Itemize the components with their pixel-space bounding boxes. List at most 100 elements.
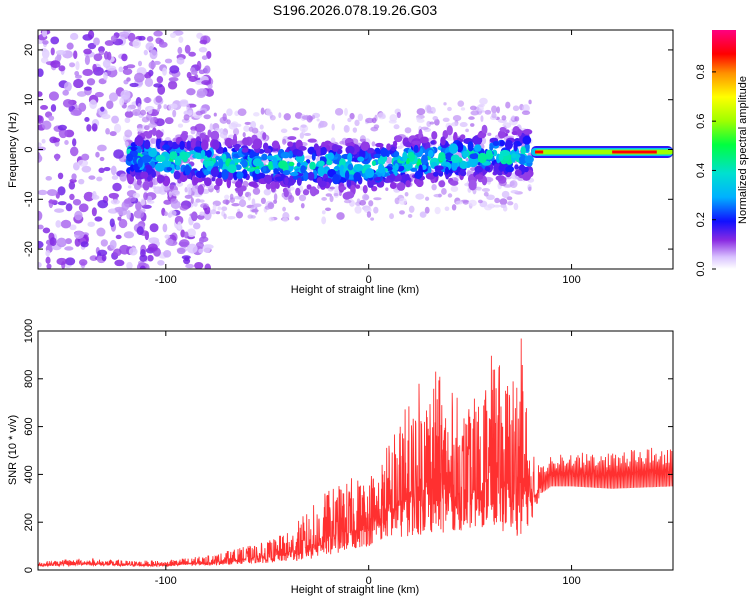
spectrogram-cell — [147, 200, 155, 204]
spectrogram-cell — [484, 109, 492, 115]
spectrogram-cell — [509, 181, 515, 186]
spectrogram-cell — [190, 197, 194, 204]
spectrogram-cell — [55, 220, 62, 228]
spectrogram-cell — [121, 53, 128, 62]
spectrogram-cell — [143, 192, 148, 201]
spectrogram-cell — [192, 222, 201, 230]
spectrogram-cell — [447, 193, 453, 198]
spectrogram-cell — [164, 117, 174, 125]
spectrogram-cell — [303, 171, 309, 180]
spectrogram-cell — [510, 189, 519, 194]
spectrogram-cell — [467, 141, 474, 152]
spectrogram-cell — [278, 160, 288, 169]
spectrogram-cell — [50, 60, 61, 69]
spectrogram-cell — [235, 211, 244, 219]
spectrogram-cell — [156, 108, 160, 112]
spectrogram-cell — [152, 185, 156, 190]
spectrogram-cell — [124, 110, 134, 118]
spectrogram-cell — [280, 128, 288, 134]
spectrogram-cell — [402, 151, 408, 163]
spectrogram-cell — [359, 138, 366, 142]
spectrogram-cell — [72, 138, 77, 147]
spectrogram-cell — [320, 146, 327, 156]
spectrogram-cell — [284, 177, 289, 186]
spectrogram-cell — [313, 143, 319, 151]
spectrogram-cell — [296, 150, 304, 157]
spectrogram-cell — [480, 115, 484, 122]
spectrogram-cell — [169, 32, 177, 39]
spectrogram-cell — [198, 248, 204, 254]
spectrogram-cell — [354, 205, 362, 214]
spectrogram-cell — [254, 168, 261, 175]
spectrogram-cell — [48, 115, 55, 121]
spectrogram-cell — [78, 102, 87, 112]
spectrogram-cell — [370, 126, 379, 132]
spectrogram-cell — [38, 189, 48, 196]
spectrogram-cell — [183, 231, 189, 239]
spectrogram-cell — [141, 154, 152, 163]
spectrogram-cell — [213, 112, 217, 117]
spectrogram-heatmap — [38, 30, 673, 269]
spectrogram-cell — [469, 153, 479, 160]
spectrogram-cell — [330, 137, 336, 144]
spectrogram-cell — [282, 138, 287, 145]
spectrogram-cell — [164, 234, 171, 239]
spectrogram-cell — [167, 80, 178, 90]
spectrogram-cell — [38, 142, 42, 147]
spectrogram-cell — [87, 221, 96, 227]
spectrogram-cell — [468, 116, 475, 120]
spectrogram-cell — [97, 199, 109, 209]
spectrogram-cell — [136, 127, 144, 133]
spectrogram-cell — [493, 204, 501, 208]
spectrogram-cell — [91, 207, 97, 217]
spectrogram-cell — [89, 255, 98, 262]
spectrogram-cell — [137, 60, 143, 67]
spectrogram-cell — [355, 184, 361, 189]
spectrogram-cell — [265, 174, 272, 185]
spectrogram-cell — [140, 171, 149, 179]
spectrogram-cell — [38, 115, 44, 124]
spectrogram-cell — [444, 166, 450, 175]
spectrogram-cell — [219, 127, 224, 135]
spectrogram-cell — [301, 128, 306, 134]
spectrogram-cell — [388, 119, 397, 124]
spectrogram-cell — [502, 205, 508, 212]
spectrogram-cell — [231, 203, 240, 207]
spectrogram-cell — [317, 180, 327, 188]
spectrogram-cell — [70, 109, 82, 116]
spectrogram-cell — [172, 109, 177, 118]
spectrogram-cell — [354, 119, 360, 127]
y-tick-label: 1000 — [23, 319, 35, 343]
spectrogram-cell — [273, 168, 279, 175]
spectrogram-cell — [147, 107, 153, 115]
spectrogram-cell — [522, 128, 533, 135]
spectrogram-cell — [95, 151, 100, 158]
spectrogram-cell — [109, 218, 115, 228]
spectrogram-cell — [389, 213, 394, 220]
colorbar-label: Normalized spectral amplitude — [737, 76, 749, 224]
spectrogram-cell — [163, 249, 172, 258]
spectrogram-cell — [396, 182, 406, 191]
x-tick-label: -100 — [155, 274, 177, 286]
spectrogram-cell — [234, 143, 240, 152]
spectrogram-cell — [288, 161, 295, 167]
spectrogram-cell — [499, 140, 505, 147]
spectrogram-cell — [42, 227, 51, 234]
spectrogram-cell — [179, 100, 189, 107]
tone-peak — [612, 150, 657, 154]
spectrogram-cell — [130, 146, 137, 152]
spectrogram-cell — [142, 180, 150, 191]
spectrogram-cell — [352, 127, 358, 133]
spectrogram-cell — [371, 160, 376, 167]
spectrogram-cell — [329, 195, 334, 203]
spectrogram-cell — [148, 180, 154, 188]
spectrogram-cell — [176, 247, 186, 255]
y-tick-label: 20 — [23, 44, 35, 56]
spectrogram-cell — [514, 164, 519, 170]
spectrogram-cell — [163, 104, 168, 110]
y-tick-label: 400 — [23, 465, 35, 483]
spectrogram-cell — [420, 213, 425, 217]
spectrogram-cell — [371, 185, 378, 192]
spectrogram-cell — [198, 69, 206, 75]
spectrogram-cell — [137, 102, 142, 111]
